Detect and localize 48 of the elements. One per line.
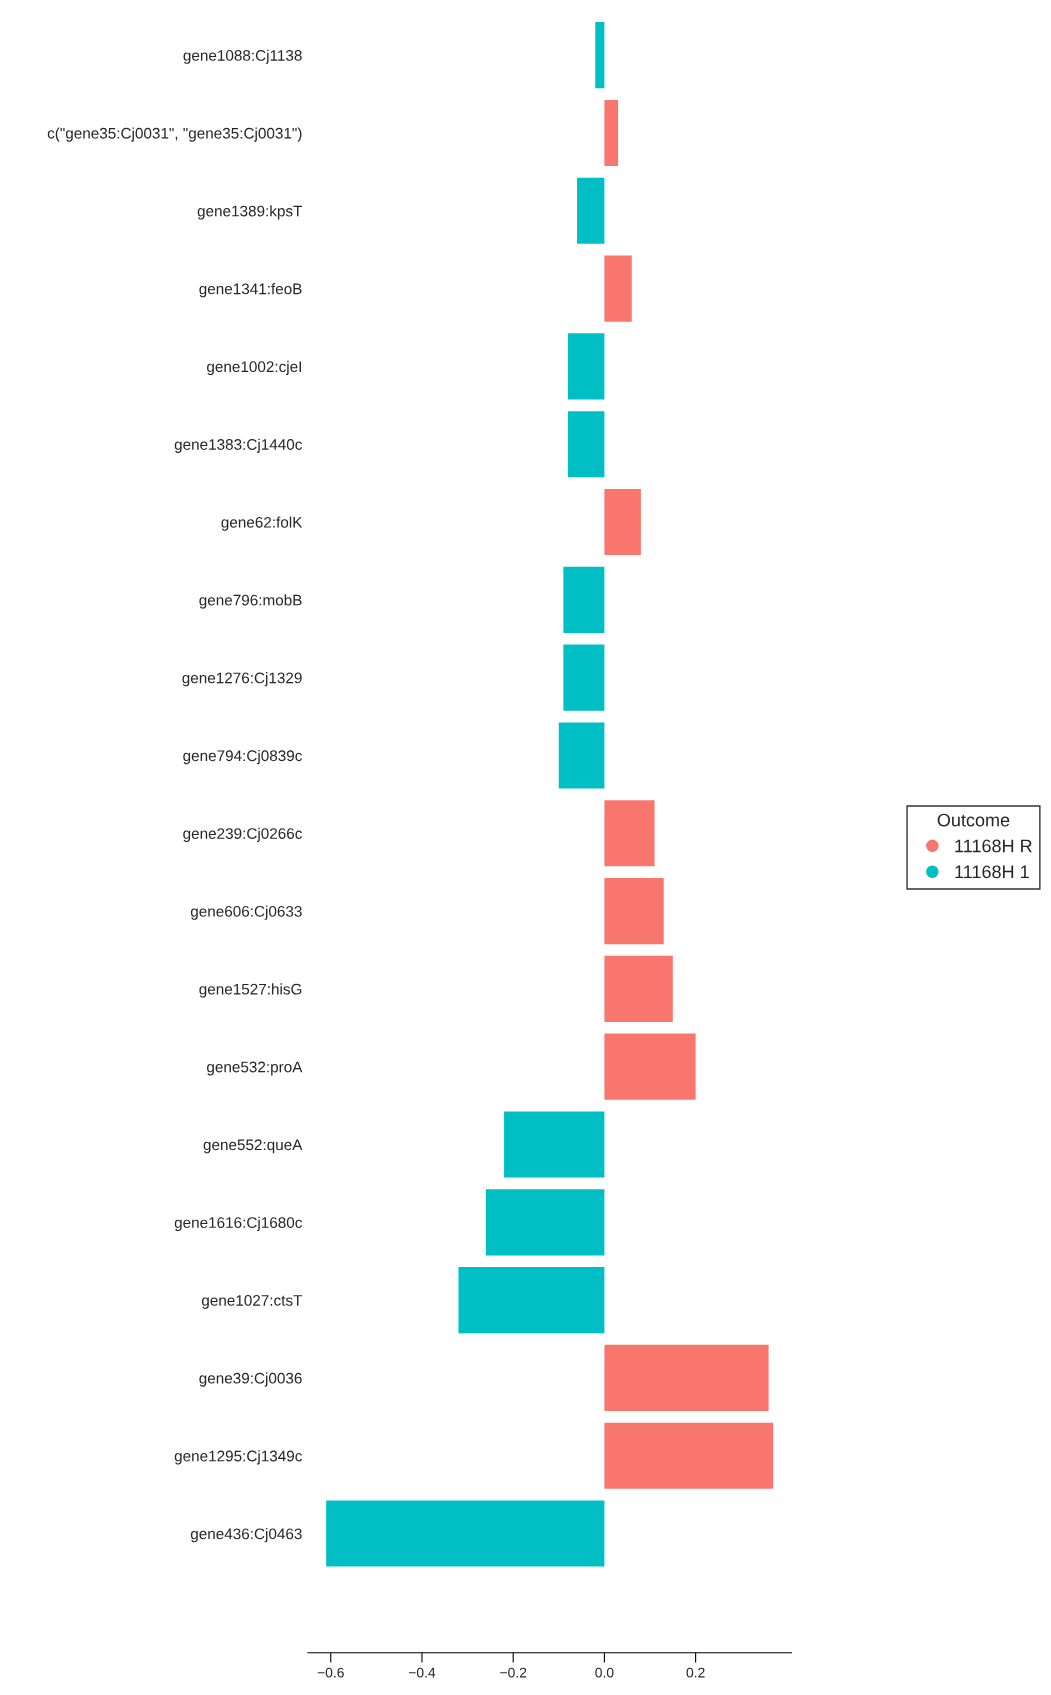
y-tick-label: gene532:proA [207,1061,303,1076]
bar [558,722,605,789]
bar [604,955,673,1022]
bar [458,1267,605,1334]
y-tick-label: gene1527:hisG [199,983,302,998]
y-tick-label: gene1002:cjeI [207,360,301,376]
bar [563,644,605,711]
y-tick-label: gene1295:Cj1349c [174,1450,302,1465]
bar [567,333,605,400]
y-tick-label: gene1616:Cj1680c [174,1216,302,1232]
legend-label: 11168H R [955,839,1032,853]
y-tick-label: c("gene35:Cj0031", "gene35:Cj0031") [47,127,302,142]
x-tick-label: −0.4 [408,1667,436,1678]
y-tick-label: gene1383:Cj1440c [174,438,302,453]
bar [604,488,641,556]
y-tick-label: gene1088:Cj1138 [183,49,302,64]
bar [604,1422,774,1489]
bar [577,177,605,244]
y-tick-label: gene62:folK [221,516,303,531]
bar [604,1344,769,1411]
x-tick-label: 0.0 [595,1667,614,1678]
bar [326,1500,605,1567]
y-tick-label: gene436:Cj0463 [190,1528,302,1543]
bar [604,800,655,867]
bar [604,878,664,945]
y-tick-label: gene1341:feoB [199,283,302,298]
y-tick-label: gene1027:ctsT [201,1294,303,1309]
x-tick-label: −0.2 [500,1667,527,1678]
bar [595,22,605,89]
y-tick-label: gene606:Cj0633 [190,905,302,920]
bar [563,566,605,633]
bar [604,255,632,322]
x-tick-label: −0.6 [317,1667,344,1678]
y-tick-label: gene796:mobB [199,594,302,609]
y-tick-label: gene552:queA [203,1139,303,1154]
legend-title: Outcome [937,813,1010,827]
bar [504,1111,605,1178]
y-tick-label: gene1389:kpsT [197,205,303,220]
y-tick-label: gene239:Cj0266c [183,827,302,842]
legend-label: 11168H 1 [955,865,1029,879]
y-tick-label: gene1276:Cj1329 [182,672,302,687]
bar [485,1189,605,1256]
y-tick-label: gene39:Cj0036 [199,1372,302,1387]
y-tick-label: gene794:Cj0839c [183,749,302,765]
x-tick-label: 0.2 [686,1667,705,1678]
bar [604,1033,696,1100]
bar [567,411,605,478]
bar [604,99,619,167]
